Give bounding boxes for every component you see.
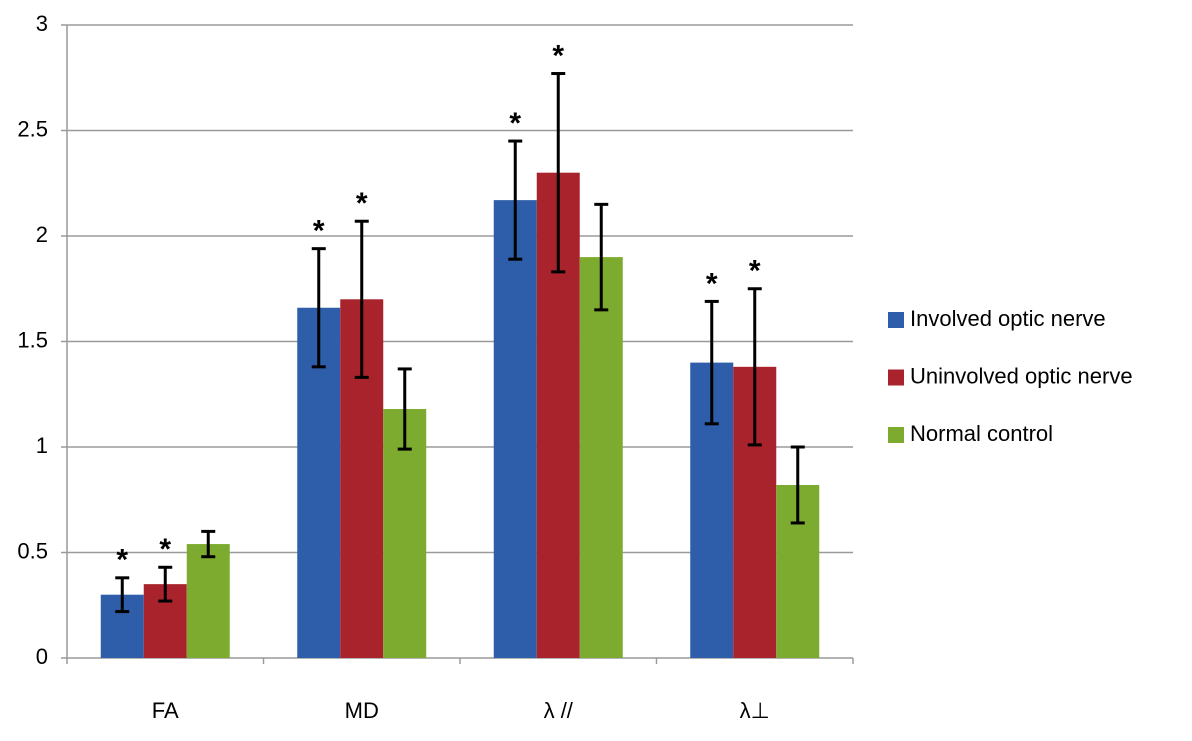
legend-label: Involved optic nerve	[910, 306, 1106, 331]
legend-label: Uninvolved optic nerve	[910, 363, 1133, 388]
legend-swatch	[888, 312, 904, 328]
bar	[493, 200, 537, 658]
significance-marker: *	[749, 255, 761, 288]
error-bar	[551, 72, 566, 274]
y-tick-label: 1.5	[17, 327, 48, 352]
legend-swatch	[888, 427, 904, 443]
error-bar	[311, 247, 326, 369]
significance-marker: *	[313, 215, 325, 248]
x-tick-label: FA	[152, 698, 179, 723]
error-bar	[115, 576, 130, 614]
x-tick-label: λ⊥	[740, 698, 770, 723]
error-bar	[158, 565, 173, 603]
legend-swatch	[888, 369, 904, 386]
significance-marker: *	[509, 107, 521, 140]
significance-marker: *	[552, 39, 564, 72]
error-bar	[354, 219, 369, 379]
x-tick-label: λ //	[544, 698, 574, 723]
significance-marker: *	[116, 544, 128, 577]
significance-marker: *	[356, 187, 368, 220]
y-tick-label: 3	[36, 11, 48, 36]
y-tick-label: 0	[36, 644, 48, 669]
bar	[579, 257, 623, 658]
y-tick-label: 0.5	[17, 538, 48, 563]
bar	[186, 544, 230, 658]
y-tick-label: 1	[36, 433, 48, 458]
error-bar	[747, 287, 762, 447]
legend-label: Normal control	[910, 421, 1053, 446]
y-tick-label: 2	[36, 222, 48, 247]
significance-marker: *	[706, 267, 718, 300]
x-tick-label: MD	[345, 698, 379, 723]
error-bar	[704, 299, 719, 426]
significance-marker: *	[159, 533, 171, 566]
error-bar	[397, 367, 412, 451]
error-bar	[508, 139, 523, 261]
error-bar	[790, 445, 805, 525]
error-bar	[201, 529, 216, 559]
y-tick-label: 2.5	[17, 116, 48, 141]
error-bar	[594, 202, 609, 312]
